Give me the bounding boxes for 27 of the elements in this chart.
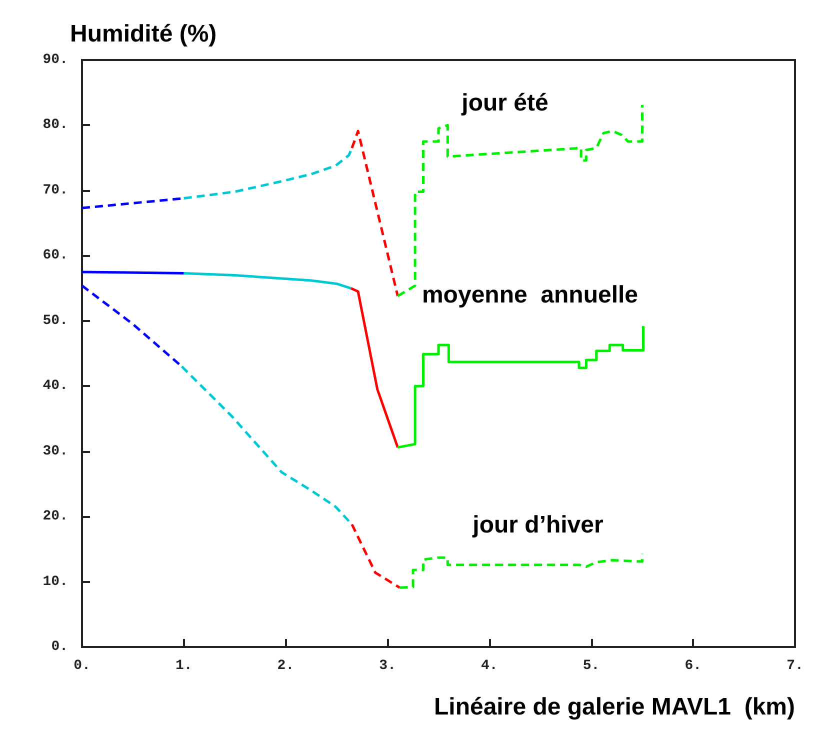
- y-tick-label: 50.: [42, 312, 68, 329]
- line-series: [398, 552, 644, 589]
- y-tick-label: 90.: [42, 52, 68, 68]
- y-tick-label: 30.: [42, 443, 68, 460]
- y-tick-label: 10.: [42, 574, 68, 590]
- x-tick-label: 3.: [379, 658, 396, 674]
- x-tick-label: 4.: [481, 658, 498, 674]
- y-tick-label: 20.: [42, 508, 68, 525]
- x-tick-label: 7.: [786, 658, 804, 674]
- y-tick-label: 80.: [42, 117, 68, 134]
- annotation: jour été: [460, 90, 548, 116]
- y-tick-label: 70.: [42, 182, 68, 198]
- x-tick-label: 0.: [74, 658, 90, 674]
- x-tick-label: 2.: [277, 658, 294, 674]
- y-tick-label: 40.: [42, 378, 68, 394]
- y-axis-title: Humidité (%): [70, 20, 217, 48]
- y-tick-label: 60.: [42, 248, 68, 264]
- x-tick-label: 5.: [582, 658, 600, 674]
- y-tick-label: 0.: [51, 639, 68, 655]
- line-series: [396, 324, 644, 449]
- annotation: jour d’hiver: [472, 512, 604, 538]
- line-series: [350, 287, 400, 449]
- x-tick-label: 1.: [175, 658, 192, 674]
- x-tick-label: 6.: [684, 658, 702, 674]
- line-series: [182, 272, 352, 290]
- annotation: moyenne annuelle: [422, 282, 638, 308]
- x-axis-title: Linéaire de galerie MAVL1 (km): [434, 694, 795, 720]
